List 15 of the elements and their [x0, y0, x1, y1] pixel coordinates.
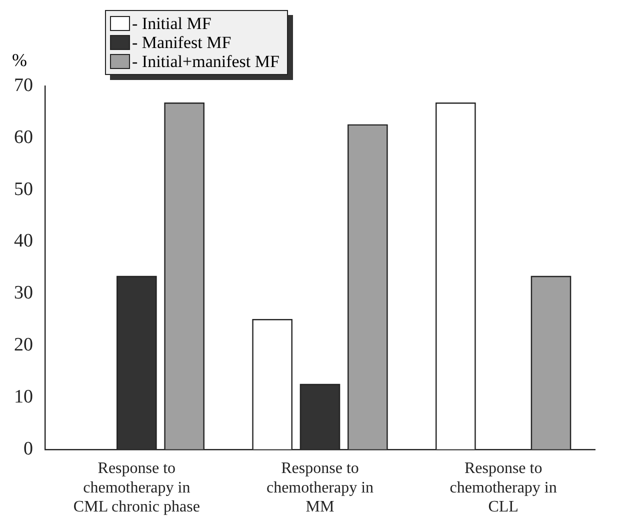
legend-label: - Initial MF	[132, 14, 212, 34]
legend-label: - Initial+manifest MF	[132, 52, 280, 72]
y-tick-label: 10	[14, 386, 33, 408]
y-tick-label: 0	[24, 438, 33, 460]
y-tick-label: 40	[14, 230, 33, 252]
y-axis-title: %	[12, 50, 27, 71]
y-tick-label: 30	[14, 282, 33, 304]
y-tick-label: 50	[14, 178, 33, 200]
x-tick-label: Response to chemotherapy in MM	[266, 460, 374, 516]
y-tick-label: 60	[14, 126, 33, 148]
x-tick-label: Response to chemotherapy in CLL	[450, 460, 557, 516]
x-tick-label: Response to chemotherapy in CML chronic phase	[73, 460, 200, 516]
y-tick-label: 20	[14, 334, 33, 356]
y-tick-label: 70	[14, 74, 33, 96]
legend-label: - Manifest MF	[132, 32, 232, 52]
